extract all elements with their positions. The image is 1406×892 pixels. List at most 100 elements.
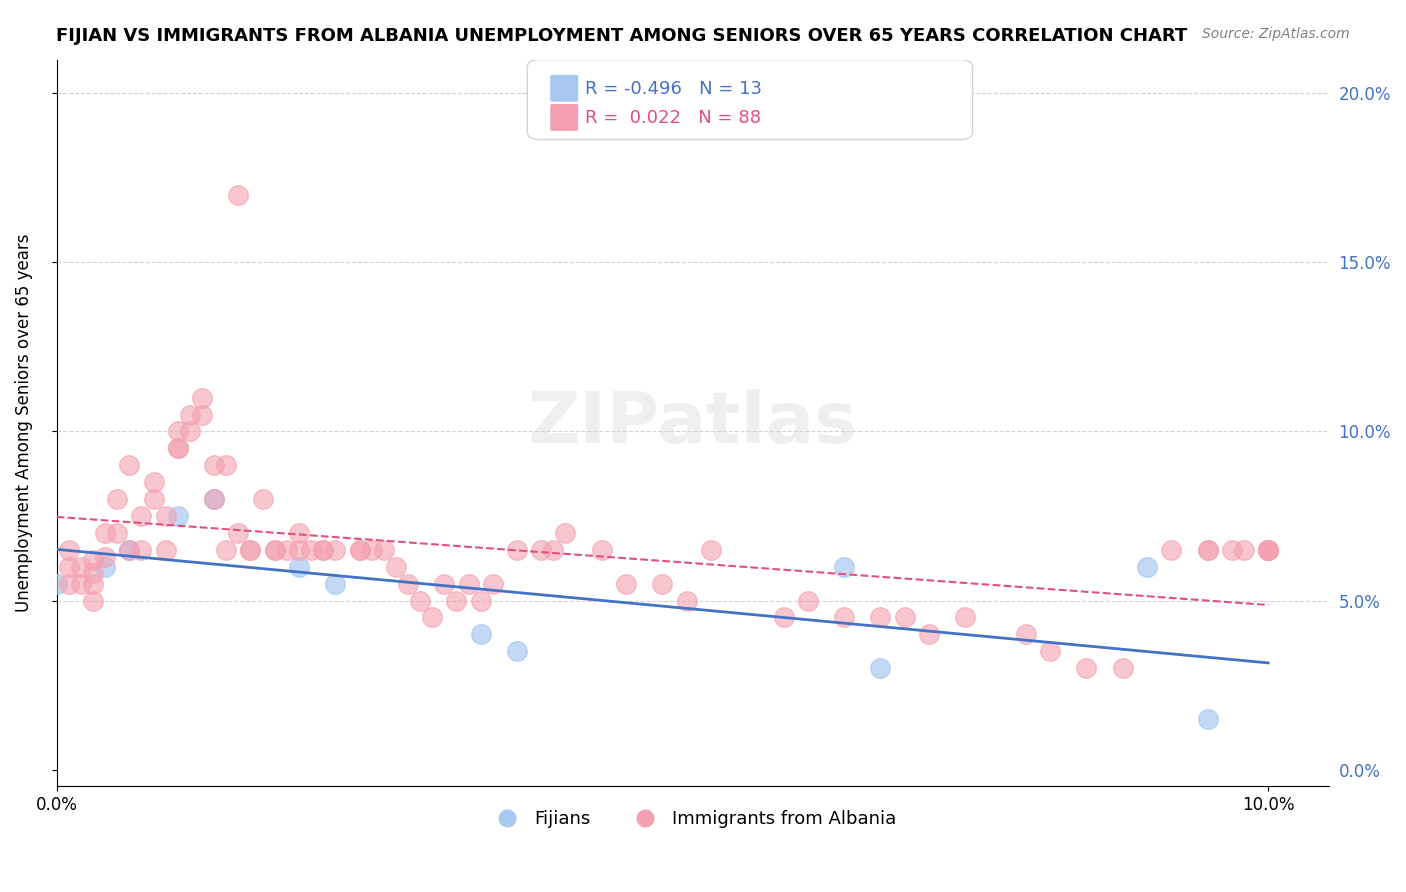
Point [82,576,104,591]
Point [252,492,274,507]
Text: R =  0.022   N = 88: R = 0.022 N = 88 [585,109,761,127]
Point [675,593,697,607]
Point [166,508,188,523]
Point [263,542,285,557]
Point [94,559,117,574]
Point [1233,542,1256,557]
Text: R = -0.496   N = 13: R = -0.496 N = 13 [585,79,762,98]
Point [1197,542,1219,557]
Point [105,492,128,507]
Point [893,610,915,624]
Text: ZIPatlas: ZIPatlas [527,389,858,458]
Point [349,542,371,557]
Point [228,525,250,540]
Legend: Fijians, Immigrants from Albania: Fijians, Immigrants from Albania [482,803,904,836]
Point [288,542,311,557]
Point [94,549,117,564]
Point [955,610,977,624]
Point [142,492,165,507]
Point [1160,542,1182,557]
Point [312,542,335,557]
Point [869,661,891,675]
Point [202,492,225,507]
Point [239,542,262,557]
Point [832,610,855,624]
Point [1197,542,1219,557]
Point [58,559,80,574]
Point [614,576,637,591]
Point [470,593,492,607]
Point [1039,644,1062,658]
Point [869,610,891,624]
Point [1220,542,1243,557]
Point [554,525,576,540]
Point [69,559,91,574]
Point [82,566,104,581]
Point [215,458,238,473]
Point [202,492,225,507]
Point [118,542,141,557]
Point [118,458,141,473]
Point [166,442,188,456]
Point [373,542,395,557]
Point [1136,559,1159,574]
Point [142,475,165,490]
Point [506,644,529,658]
Point [1076,661,1098,675]
FancyBboxPatch shape [550,104,578,131]
Point [82,553,104,567]
Point [299,542,322,557]
Text: Source: ZipAtlas.com: Source: ZipAtlas.com [1202,27,1350,41]
Point [58,576,80,591]
Point [420,610,443,624]
Point [797,593,820,607]
Point [58,542,80,557]
Point [191,408,214,422]
Point [349,542,371,557]
Point [772,610,794,624]
Point [506,542,529,557]
Point [832,559,855,574]
Text: FIJIAN VS IMMIGRANTS FROM ALBANIA UNEMPLOYMENT AMONG SENIORS OVER 65 YEARS CORRE: FIJIAN VS IMMIGRANTS FROM ALBANIA UNEMPL… [56,27,1188,45]
Point [481,576,503,591]
Point [215,542,238,557]
Point [457,576,479,591]
FancyBboxPatch shape [527,60,973,139]
Point [94,525,117,540]
Point [1112,661,1135,675]
Point [166,425,188,439]
Point [396,576,419,591]
Point [202,458,225,473]
Point [263,542,285,557]
Point [118,542,141,557]
Point [470,627,492,641]
Point [105,525,128,540]
Point [191,391,214,405]
Point [1257,542,1279,557]
Point [131,508,153,523]
Point [700,542,723,557]
Point [409,593,432,607]
Point [239,542,262,557]
Point [82,593,104,607]
Point [179,408,201,422]
Point [69,576,91,591]
Point [1197,712,1219,726]
Point [288,525,311,540]
Point [433,576,456,591]
Point [45,576,67,591]
Point [1257,542,1279,557]
FancyBboxPatch shape [550,75,578,102]
Point [1015,627,1038,641]
Point [131,542,153,557]
Point [323,576,346,591]
Point [1257,542,1279,557]
Point [228,187,250,202]
Point [651,576,673,591]
Y-axis label: Unemployment Among Seniors over 65 years: Unemployment Among Seniors over 65 years [15,234,32,612]
Point [155,508,177,523]
Point [179,425,201,439]
Point [360,542,382,557]
Point [918,627,941,641]
Point [543,542,565,557]
